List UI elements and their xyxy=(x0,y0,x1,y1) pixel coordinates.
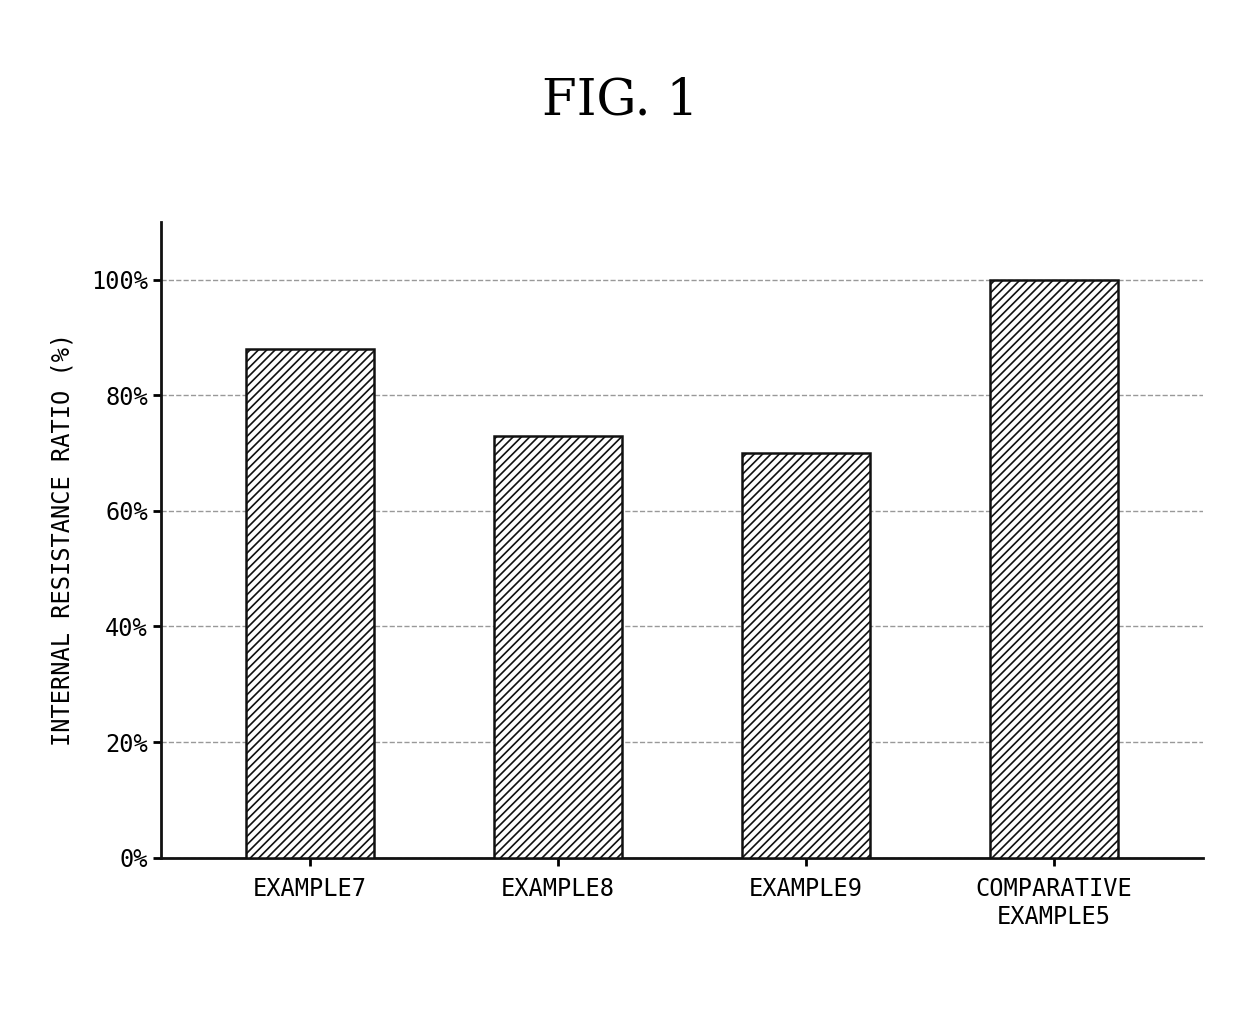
Y-axis label: INTERNAL RESISTANCE RATIO (%): INTERNAL RESISTANCE RATIO (%) xyxy=(51,333,74,747)
Bar xyxy=(742,453,870,858)
Text: FIG. 1: FIG. 1 xyxy=(542,76,698,126)
Bar xyxy=(494,436,622,858)
Bar xyxy=(246,349,374,858)
Bar xyxy=(990,279,1118,858)
